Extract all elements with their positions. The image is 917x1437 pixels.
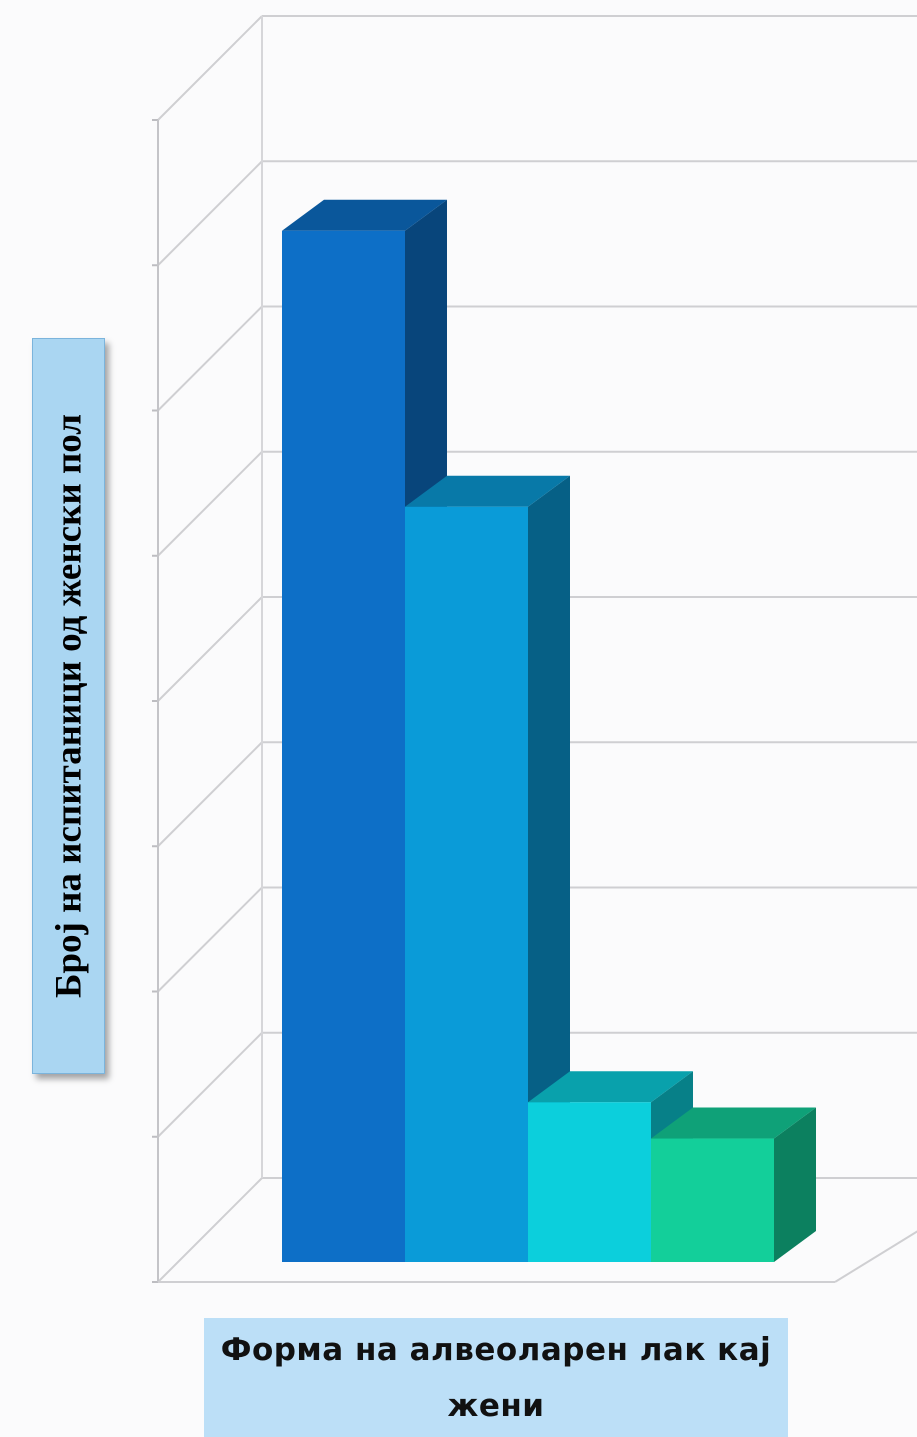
gridline-side xyxy=(157,15,263,121)
floor-right-edge xyxy=(834,1230,917,1283)
bar-side xyxy=(528,475,570,1262)
gridline-side xyxy=(157,596,263,702)
bar-top xyxy=(651,1107,816,1139)
gridline-side xyxy=(157,451,263,557)
bar xyxy=(528,1102,651,1262)
bar-top xyxy=(528,1071,693,1103)
bar xyxy=(405,506,528,1262)
bar-side xyxy=(774,1107,816,1262)
y-axis-label: Број на испитаници од женски пол xyxy=(48,413,89,999)
bar-top xyxy=(282,199,447,231)
x-axis-label: Форма на алвеоларен лак кај жени xyxy=(204,1318,788,1437)
gridline-side xyxy=(157,1177,263,1283)
bar-top xyxy=(405,475,570,507)
bar xyxy=(282,230,405,1263)
gridline-side xyxy=(157,160,263,266)
gridline-side xyxy=(157,741,263,847)
y-axis-label-box: Број на испитаници од женски пол xyxy=(32,338,105,1074)
gridline-side xyxy=(157,305,263,412)
bar xyxy=(651,1138,774,1262)
gridline-side xyxy=(157,1032,263,1138)
gridline-side xyxy=(157,886,263,993)
